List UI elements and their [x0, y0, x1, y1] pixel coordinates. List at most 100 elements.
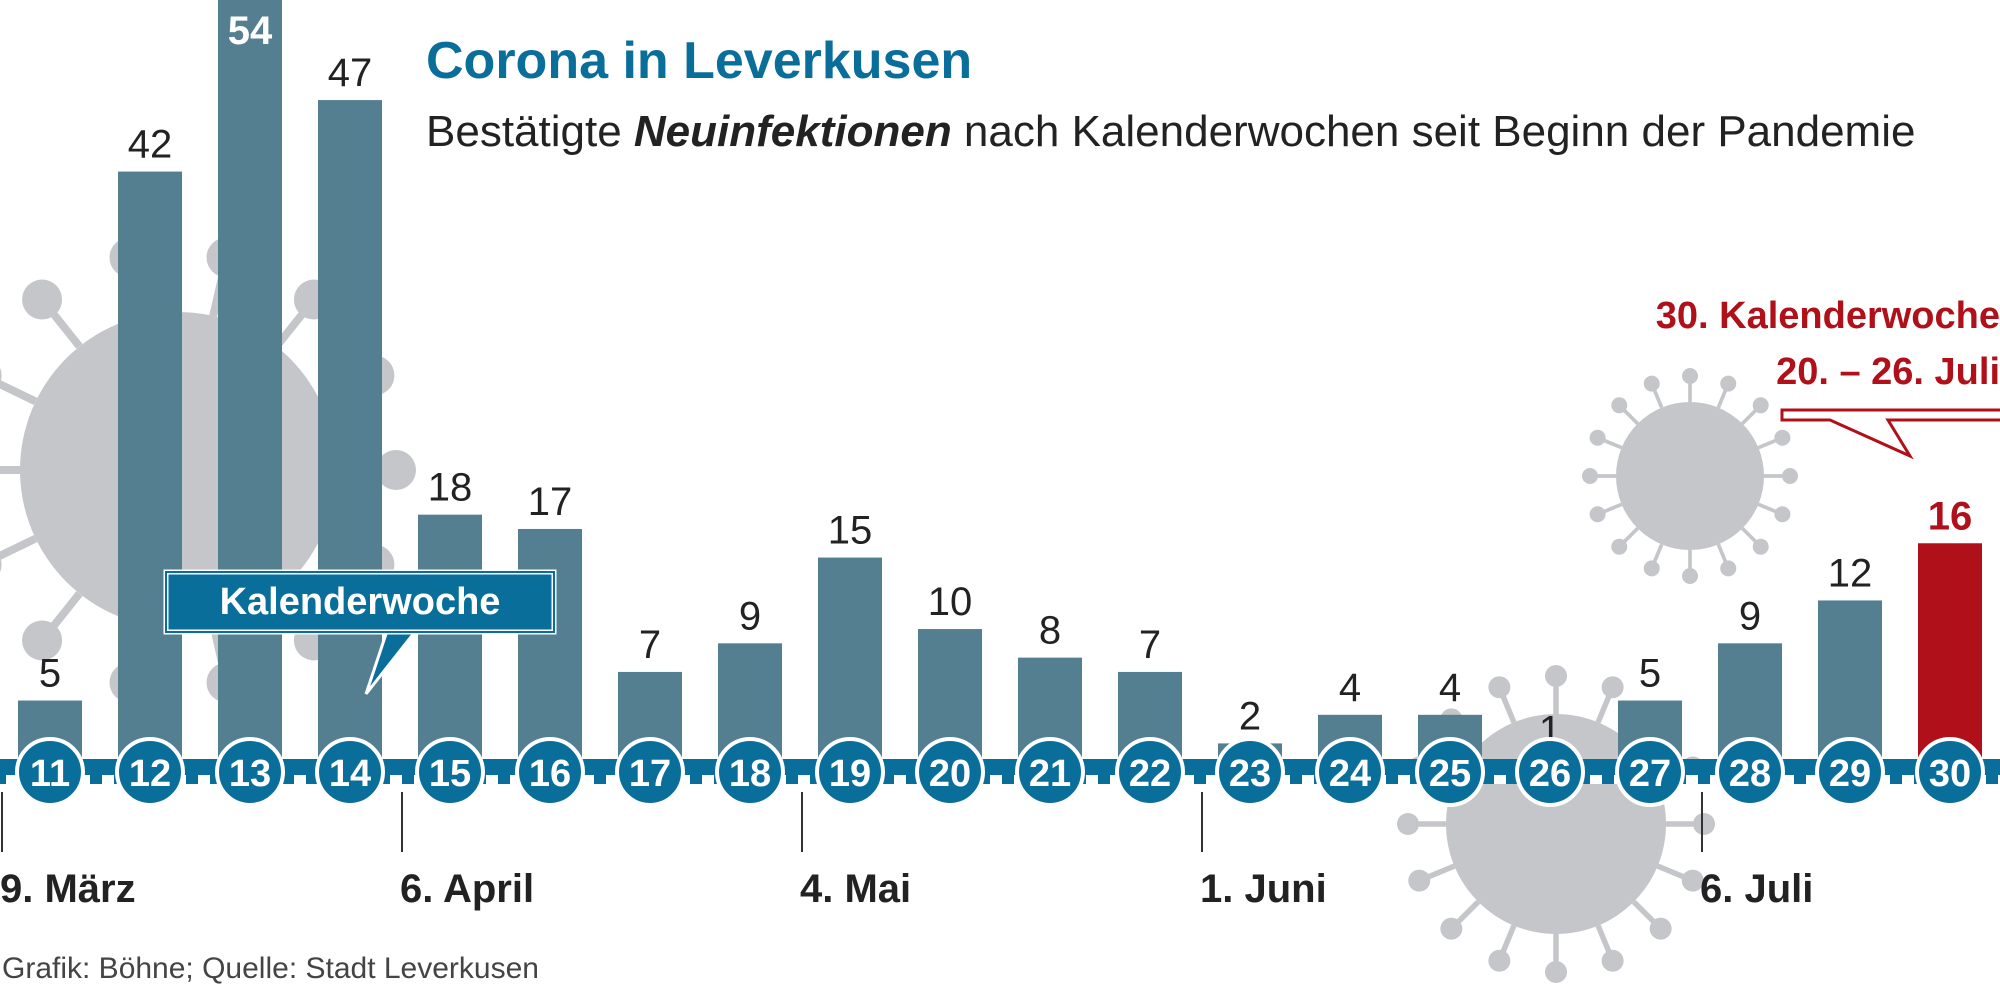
week-label-28: 28: [1729, 753, 1771, 795]
chart-title: Corona in Leverkusen: [426, 32, 972, 90]
week-badge-15: 15: [415, 737, 485, 807]
virus-small-right-knob: [1782, 468, 1798, 484]
week-badge-circle: [15, 737, 85, 807]
week-badge-circle: [815, 737, 885, 807]
virus-bottom-right-knob: [1408, 869, 1431, 892]
value-label-week-22: 7: [1139, 623, 1161, 667]
chart-subtitle: Bestätigte Neuinfektionen nach Kalenderw…: [426, 107, 1915, 156]
virus-small-right-body: [1616, 402, 1764, 550]
bar-week-13: [218, 0, 282, 772]
value-label-week-30: 16: [1928, 494, 1973, 538]
value-label-week-12: 42: [128, 123, 173, 167]
week-label-19: 19: [829, 753, 871, 795]
virus-bottom-right-knob: [1681, 869, 1704, 892]
month-label-4: 6. Juli: [1700, 867, 1813, 911]
value-label-week-27: 5: [1639, 652, 1661, 696]
bar-week-14: [318, 100, 382, 772]
week-badge-circle: [315, 737, 385, 807]
month-label-2: 4. Mai: [800, 867, 911, 911]
week-label-17: 17: [629, 753, 671, 795]
week-badge-28: 28: [1715, 737, 1785, 807]
week-label-24: 24: [1329, 753, 1371, 795]
source-note: Grafik: Böhne; Quelle: Stadt Leverkusen: [2, 952, 539, 985]
bar-week-12: [118, 171, 182, 773]
subtitle-part-2: nach Kalenderwochen seit Beginn der Pand…: [952, 107, 1916, 156]
bar-week-19: [818, 557, 882, 772]
week-badge-12: 12: [115, 737, 185, 807]
virus-bottom-right-knob: [1545, 961, 1567, 983]
virus-bottom-right-knob: [1649, 917, 1672, 940]
virus-bottom-right-knob: [1488, 949, 1511, 972]
highlight-callout-line: [1780, 408, 2000, 460]
week-badge-25: 25: [1415, 737, 1485, 807]
axis-callout-label: Kalenderwoche: [220, 581, 501, 623]
week-badge-circle: [1615, 737, 1685, 807]
virus-small-right-knob: [1611, 538, 1628, 555]
virus-small-right-knob: [1752, 538, 1769, 555]
subtitle-emphasis: Neuinfektionen: [634, 107, 952, 156]
week-badge-circle: [1315, 737, 1385, 807]
value-label-week-20: 10: [928, 580, 973, 624]
week-badge-17: 17: [615, 737, 685, 807]
x-axis: 11 12 13 14 15 16 17 18 19 20 21 22 23 24 25 26 27 28 29 30…: [0, 737, 2000, 911]
bar-week-15: [418, 514, 482, 772]
week-badge-16: 16: [515, 737, 585, 807]
week-badge-circle: [715, 737, 785, 807]
virus-small-right-knob: [1589, 506, 1606, 523]
bar-week-16: [518, 528, 582, 772]
value-label-week-16: 17: [528, 480, 573, 524]
value-label-week-14: 47: [328, 51, 373, 95]
virus-bottom-right-knob: [1601, 949, 1624, 972]
week-label-18: 18: [729, 753, 771, 795]
week-label-16: 16: [529, 753, 571, 795]
week-label-11: 11: [30, 753, 70, 795]
week-badge-11: 11: [15, 737, 85, 807]
value-label-week-19: 15: [828, 509, 873, 553]
week-label-29: 29: [1829, 753, 1871, 795]
week-badge-circle: [1715, 737, 1785, 807]
value-label-week-21: 8: [1039, 609, 1061, 653]
week-badge-circle: [215, 737, 285, 807]
week-badge-29: 29: [1815, 737, 1885, 807]
value-label-week-15: 18: [428, 466, 473, 510]
month-label-3: 1. Juni: [1200, 867, 1327, 911]
month-label-0: 9. März: [0, 867, 136, 911]
virus-large-left-spike: [0, 379, 38, 406]
virus-small-right-knob: [1589, 429, 1606, 446]
week-badge-26: 26: [1515, 737, 1585, 807]
virus-small-right-knob: [1643, 375, 1660, 392]
virus-small-right: [1582, 368, 1798, 584]
week-badge-circle: [915, 737, 985, 807]
virus-small-right-knob: [1774, 429, 1791, 446]
virus-bottom-right-knob: [1488, 676, 1511, 699]
virus-small-right-knob: [1611, 397, 1628, 414]
week-badge-13: 13: [215, 737, 285, 807]
week-label-25: 25: [1429, 753, 1471, 795]
week-badge-18: 18: [715, 737, 785, 807]
week-label-21: 21: [1029, 753, 1071, 795]
week-badge-19: 19: [815, 737, 885, 807]
highlight-callout: 30. Kalenderwoche 20. – 26. Juli: [1656, 295, 2000, 460]
virus-bottom-right-knob: [1545, 665, 1567, 687]
virus-small-right-knob: [1682, 568, 1698, 584]
virus-small-right-knob: [1774, 506, 1791, 523]
value-label-week-29: 12: [1828, 551, 1873, 595]
week-label-14: 14: [329, 753, 371, 795]
bar-week-30: [1918, 543, 1982, 772]
virus-small-right-knob: [1720, 560, 1737, 577]
axis-callout: Kalenderwoche: [163, 569, 557, 695]
week-badge-20: 20: [915, 737, 985, 807]
virus-small-right-knob: [1720, 375, 1737, 392]
virus-small-right-knob: [1752, 397, 1769, 414]
value-label-week-13: 54: [228, 9, 273, 53]
virus-large-left-knob: [0, 556, 2, 573]
week-badge-circle: [115, 737, 185, 807]
week-badge-circle: [1215, 737, 1285, 807]
week-badge-circle: [1515, 737, 1585, 807]
week-badge-21: 21: [1015, 737, 1085, 807]
week-label-26: 26: [1529, 753, 1571, 795]
week-badge-circle: [1915, 737, 1985, 807]
week-label-15: 15: [429, 753, 471, 795]
highlight-callout-line-2: 20. – 26. Juli: [1776, 351, 2000, 393]
